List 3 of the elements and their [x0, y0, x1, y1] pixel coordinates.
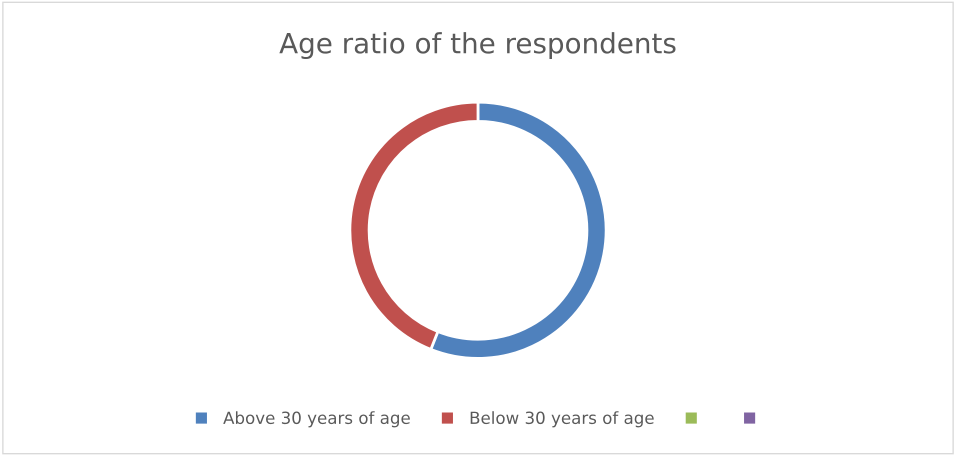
legend-label: Above 30 years of age — [223, 411, 410, 428]
legend-label: Below 30 years of age — [470, 411, 654, 428]
chart-title: Age ratio of the respondents — [279, 32, 676, 60]
